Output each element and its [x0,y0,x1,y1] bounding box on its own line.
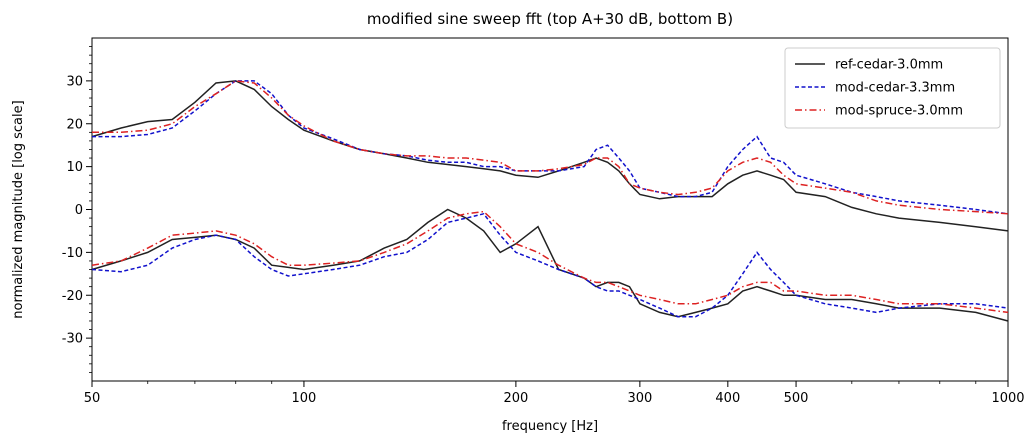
legend-label: mod-spruce-3.0mm [835,104,963,119]
legend-label: ref-cedar-3.0mm [835,58,943,73]
y-tick-label: 20 [66,117,83,132]
legend-box [784,47,1001,129]
x-tick-label: 400 [715,391,740,406]
x-tick-label: 100 [292,391,317,406]
y-tick-label: -10 [62,246,83,261]
x-tick-label: 300 [627,391,652,406]
series-line-ref-cedar-3.0mm-bottom [91,208,1009,322]
x-tick-label: 500 [784,391,809,406]
y-tick-label: -30 [62,332,83,347]
series-lines [91,80,1009,322]
x-tick-label: 50 [84,391,101,406]
legend: ref-cedar-3.0mm mod-cedar-3.3mm mod-spruce… [784,47,1001,129]
series-line-mod-spruce-3.0mm-top [92,80,1009,215]
series-line-mod-spruce-3.0mm-bottom [91,210,1009,314]
series-line-mod-cedar-3.3mm-bottom [91,212,1009,318]
y-tick-label: 0 [75,203,83,218]
y-tick-label: -20 [62,289,83,304]
legend-label: mod-cedar-3.3mm [835,81,955,96]
y-axis-label: normalized magnitude [log scale] [11,100,26,318]
x-tick-label: 1000 [991,391,1024,406]
y-tick-label: 30 [66,74,83,89]
x-axis-label: frequency [Hz] [502,419,598,434]
y-axis: -30 -20 -10 0 10 20 30 [62,46,92,373]
y-tick-label: 10 [66,160,83,175]
x-tick-label: 200 [503,391,528,406]
chart-title: modified sine sweep fft (top A+30 dB, bo… [367,10,733,28]
x-axis: 50 100 200 300 400 500 1000 [84,381,1025,406]
series-line-mod-cedar-3.3mm-top [92,80,1009,215]
